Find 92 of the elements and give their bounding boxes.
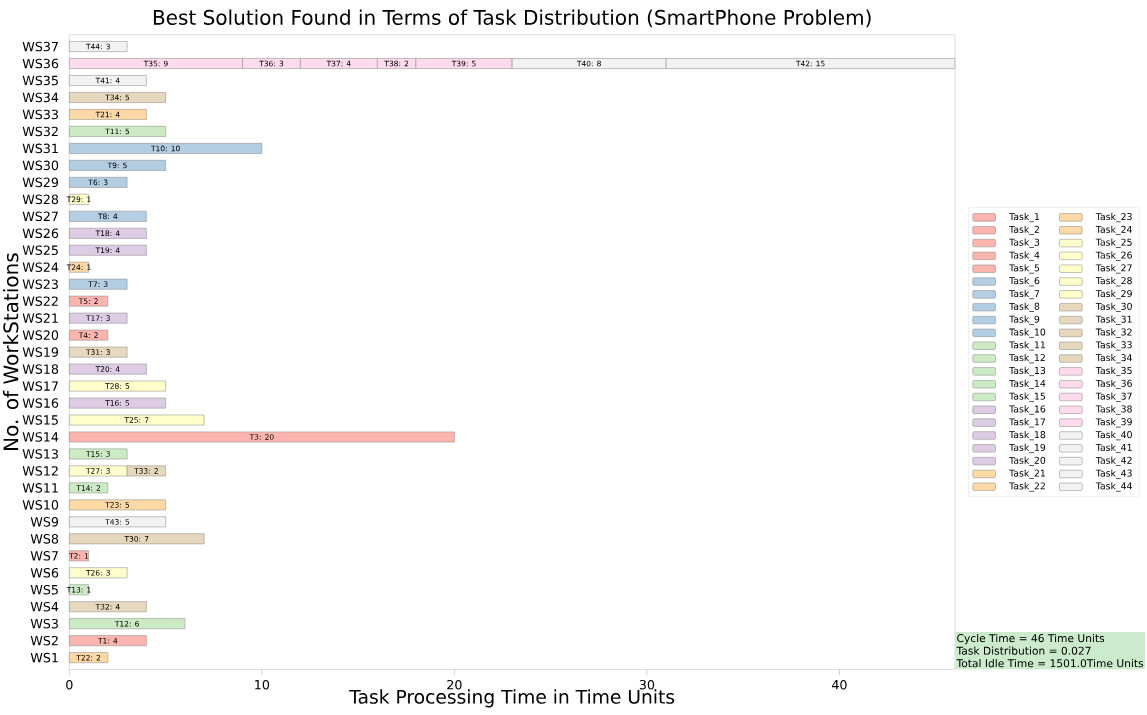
legend-label: Task_21 bbox=[1009, 469, 1045, 479]
legend-label: Task_4 bbox=[1009, 251, 1040, 261]
legend-label: Task_11 bbox=[1009, 341, 1045, 351]
x-tick-label: 0 bbox=[66, 680, 73, 690]
y-tick-label: WS8 bbox=[30, 534, 59, 544]
x-axis-title: Task Processing Time in Time Units bbox=[349, 689, 675, 708]
y-axis-title: No. of WorkStations bbox=[2, 253, 19, 450]
legend-label: Task_32 bbox=[1095, 328, 1132, 338]
y-tick-label: WS6 bbox=[30, 568, 59, 578]
legend-label: Task_25 bbox=[1095, 238, 1132, 248]
legend-label: Task_42 bbox=[1095, 456, 1132, 466]
legend-label: Task_41 bbox=[1095, 443, 1132, 454]
legend-label: Task_15 bbox=[1009, 392, 1046, 402]
legend-label: Task_14 bbox=[1009, 379, 1046, 389]
y-tick-label: WS5 bbox=[30, 585, 58, 595]
legend-label: Task_18 bbox=[1009, 431, 1046, 441]
x-tick-label: 20 bbox=[447, 680, 462, 690]
y-tick-label: WS21 bbox=[22, 313, 58, 324]
y-tick-label: WS33 bbox=[22, 109, 58, 120]
y-tick-label: WS19 bbox=[22, 347, 59, 357]
legend-label: Task_38 bbox=[1095, 405, 1132, 415]
y-tick-label: WS3 bbox=[30, 618, 58, 629]
y-tick-label: WS31 bbox=[22, 143, 58, 154]
x-tick-label: 10 bbox=[255, 680, 270, 690]
legend-label: Task_36 bbox=[1095, 379, 1132, 389]
legend-label: Task_28 bbox=[1095, 277, 1132, 287]
legend-label: Task_1 bbox=[1009, 212, 1040, 223]
legend-label: Task_8 bbox=[1009, 302, 1040, 313]
legend-label: Task_35 bbox=[1095, 366, 1132, 377]
y-tick-label: WS35 bbox=[22, 75, 58, 86]
y-tick-label: WS23 bbox=[22, 279, 58, 290]
y-tick-label: WS9 bbox=[30, 517, 59, 527]
y-tick-label: WS20 bbox=[22, 330, 59, 340]
text: Task Distribution = 0.027 bbox=[956, 646, 1091, 655]
legend-label: Task_30 bbox=[1095, 302, 1132, 313]
legend-label: Task_7 bbox=[1009, 289, 1040, 300]
legend-label: Task_20 bbox=[1009, 456, 1046, 466]
y-tick-label: WS2 bbox=[30, 635, 58, 646]
y-tick-label: WS26 bbox=[22, 228, 59, 239]
legend-label: Task_43 bbox=[1095, 469, 1132, 479]
legend-label: Task_19 bbox=[1009, 443, 1046, 454]
legend-label: Task_34 bbox=[1095, 354, 1132, 364]
legend-label: Task_17 bbox=[1009, 418, 1046, 428]
legend-label: Task_33 bbox=[1095, 341, 1132, 351]
chart-title: Best Solution Found in Terms of Task Distribution (SmartPhone Problem) bbox=[153, 9, 871, 28]
legend-label: Task_2 bbox=[1009, 225, 1039, 236]
y-tick-label: WS25 bbox=[22, 245, 58, 256]
y-tick-label: WS13 bbox=[22, 449, 58, 459]
x-tick-label: 30 bbox=[639, 680, 655, 690]
y-tick-label: WS36 bbox=[22, 58, 59, 69]
legend-label: Task_39 bbox=[1095, 418, 1132, 428]
y-tick-label: WS1 bbox=[30, 652, 58, 663]
x-tick-label: 40 bbox=[832, 680, 847, 690]
y-tick-label: WS10 bbox=[22, 500, 59, 510]
text: Total Idle Time = 1501.0Time Units bbox=[956, 659, 1144, 668]
legend-label: Task_13 bbox=[1009, 366, 1046, 377]
y-tick-label: WS17 bbox=[22, 381, 58, 391]
legend-label: Task_5 bbox=[1009, 264, 1040, 274]
legend-label: Task_24 bbox=[1095, 225, 1132, 236]
y-tick-label: WS7 bbox=[30, 551, 58, 561]
y-tick-label: WS11 bbox=[22, 483, 58, 493]
legend-label: Task_44 bbox=[1095, 482, 1132, 492]
y-tick-label: WS37 bbox=[22, 41, 58, 52]
y-tick-label: WS32 bbox=[22, 126, 58, 137]
legend-label: Task_10 bbox=[1009, 328, 1046, 338]
y-tick-label: WS16 bbox=[22, 398, 59, 408]
legend-label: Task_26 bbox=[1095, 251, 1132, 261]
y-tick-label: WS15 bbox=[22, 415, 58, 425]
y-tick-label: WS28 bbox=[22, 194, 59, 205]
y-tick-label: WS24 bbox=[22, 262, 59, 273]
y-tick-label: WS18 bbox=[22, 364, 59, 374]
y-tick-label: WS27 bbox=[22, 211, 58, 222]
legend-label: Task_27 bbox=[1095, 264, 1132, 274]
legend-label: Task_29 bbox=[1095, 289, 1132, 300]
legend-label: Task_37 bbox=[1095, 392, 1132, 402]
y-tick-label: WS12 bbox=[22, 466, 58, 476]
text: Cycle Time = 46 Time Units bbox=[957, 634, 1105, 645]
legend-label: Task_40 bbox=[1095, 431, 1132, 441]
legend-label: Task_31 bbox=[1095, 315, 1132, 325]
legend-label: Task_12 bbox=[1009, 354, 1045, 364]
legend-label: Task_23 bbox=[1095, 212, 1132, 223]
y-tick-label: WS4 bbox=[30, 601, 59, 612]
legend-label: Task_6 bbox=[1009, 277, 1040, 287]
y-tick-label: WS30 bbox=[22, 160, 59, 171]
y-tick-label: WS34 bbox=[22, 92, 59, 103]
legend-label: Task_22 bbox=[1009, 482, 1045, 492]
y-tick-label: WS29 bbox=[22, 177, 59, 188]
y-tick-label: WS14 bbox=[22, 432, 59, 442]
legend-label: Task_16 bbox=[1009, 405, 1046, 415]
y-tick-label: WS22 bbox=[22, 296, 58, 307]
legend-label: Task_9 bbox=[1009, 315, 1040, 325]
legend-label: Task_3 bbox=[1009, 238, 1040, 248]
